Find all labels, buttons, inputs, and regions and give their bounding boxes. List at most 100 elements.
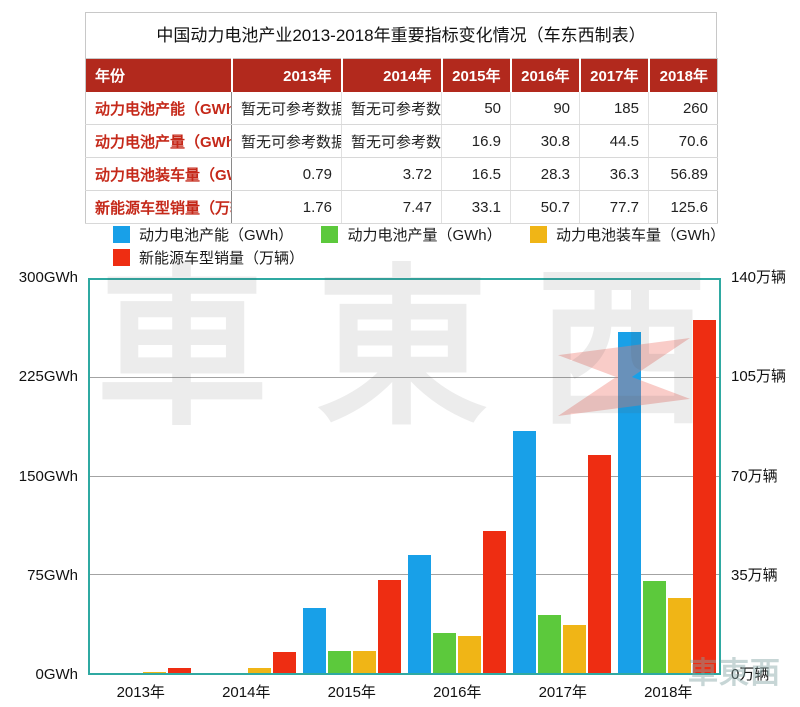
table-cell: 暂无可参考数据 bbox=[231, 92, 342, 125]
bar-slot bbox=[642, 280, 666, 673]
table-row-label: 动力电池装车量（GWh） bbox=[85, 157, 232, 191]
table-cell: 77.7 bbox=[579, 190, 649, 224]
table-cell: 暂无可参考数据 bbox=[341, 92, 442, 125]
legend-label: 动力电池产量（GWh） bbox=[347, 227, 502, 244]
bar bbox=[457, 635, 481, 673]
y-axis-tick-right: 35万辆 bbox=[731, 566, 778, 584]
bar-slot bbox=[482, 280, 506, 673]
table-row-label: 新能源车型销量（万辆） bbox=[85, 190, 232, 224]
table-header-year-col: 年份 bbox=[85, 58, 232, 92]
x-axis-label: 2014年 bbox=[222, 684, 271, 701]
bar bbox=[692, 320, 716, 673]
bar-slot bbox=[512, 280, 536, 673]
table-cell: 70.6 bbox=[648, 124, 718, 158]
table-cell: 44.5 bbox=[579, 124, 649, 158]
indicator-table-section: 中国动力电池产业2013-2018年重要指标变化情况（车东西制表） 年份 2013… bbox=[85, 12, 718, 224]
gridline-225 bbox=[90, 377, 719, 379]
table-header-row: 年份 2013年 2014年 2015年 2016年 2017年 2018年 bbox=[85, 58, 718, 92]
bar bbox=[378, 580, 402, 673]
bar-slot bbox=[692, 280, 716, 673]
table-row: 动力电池产量（GWh）暂无可参考数据暂无可参考数据16.930.844.570.… bbox=[85, 124, 718, 158]
table-header-cell: 2016年 bbox=[509, 58, 580, 92]
bar-slot bbox=[303, 280, 327, 673]
table-row-label: 动力电池产能（GWh） bbox=[85, 92, 232, 125]
bar-slot bbox=[407, 280, 431, 673]
y-axis-tick-left: 150GWh bbox=[18, 467, 78, 485]
bar-chart-plot bbox=[88, 278, 721, 675]
bar bbox=[328, 650, 352, 673]
y-axis-tick-left: 0GWh bbox=[35, 666, 78, 683]
table-cell: 3.72 bbox=[341, 157, 442, 191]
bar bbox=[537, 614, 561, 673]
legend-item: 新能源车型销量（万辆） bbox=[113, 247, 304, 268]
bar-group bbox=[90, 280, 195, 673]
bar-slot bbox=[432, 280, 456, 673]
table-header-cell: 2013年 bbox=[230, 58, 342, 92]
x-axis-label: 2013年 bbox=[116, 684, 165, 701]
table-cell: 260 bbox=[648, 92, 718, 125]
table-header-cell: 2018年 bbox=[647, 58, 718, 92]
bar bbox=[432, 632, 456, 673]
bar-slot bbox=[537, 280, 561, 673]
legend-item: 动力电池产能（GWh） bbox=[113, 224, 293, 245]
table-cell: 36.3 bbox=[579, 157, 649, 191]
y-axis-tick-left: 225GWh bbox=[18, 368, 78, 386]
table-cell: 1.76 bbox=[231, 190, 342, 224]
bar-group bbox=[509, 280, 614, 673]
x-axis-label: 2017年 bbox=[538, 684, 587, 701]
table-cell: 50 bbox=[441, 92, 511, 125]
table-cell: 暂无可参考数据 bbox=[341, 124, 442, 158]
bar-group bbox=[614, 280, 719, 673]
table-title: 中国动力电池产业2013-2018年重要指标变化情况（车东西制表） bbox=[85, 12, 717, 58]
gridline-150 bbox=[90, 475, 719, 477]
indicator-table: 年份 2013年 2014年 2015年 2016年 2017年 2018年 动力电池产能（G… bbox=[85, 58, 718, 224]
bar-slot bbox=[223, 280, 246, 673]
bar bbox=[248, 668, 272, 673]
bar-slot bbox=[168, 280, 192, 673]
bar-group bbox=[300, 280, 405, 673]
gridline-75 bbox=[90, 574, 719, 576]
bar bbox=[143, 671, 167, 673]
y-axis-tick-left: 75GWh bbox=[27, 566, 78, 584]
table-cell: 7.47 bbox=[341, 190, 442, 224]
chart-legend: 动力电池产能（GWh） 动力电池产量（GWh） 动力电池装车量（GWh） 新能源车型… bbox=[113, 224, 753, 270]
legend-row-2: 新能源车型销量（万辆） bbox=[113, 247, 753, 268]
bar-group bbox=[195, 280, 300, 673]
bar bbox=[273, 652, 297, 673]
table-cell: 0.79 bbox=[231, 157, 342, 191]
table-cell: 125.6 bbox=[648, 190, 718, 224]
bar-slot bbox=[562, 280, 586, 673]
bar-group bbox=[404, 280, 509, 673]
table-cell: 90 bbox=[510, 92, 580, 125]
y-axis-tick-right: 140万辆 bbox=[731, 269, 787, 286]
table-row: 动力电池产能（GWh）暂无可参考数据暂无可参考数据5090185260 bbox=[85, 92, 718, 125]
legend-item: 动力电池产量（GWh） bbox=[321, 224, 502, 245]
legend-label: 动力电池装车量（GWh） bbox=[555, 227, 726, 244]
legend-swatch-icon bbox=[529, 226, 547, 243]
bar-slot bbox=[273, 280, 297, 673]
legend-row-1: 动力电池产能（GWh） 动力电池产量（GWh） 动力电池装车量（GWh） bbox=[113, 224, 753, 245]
bar-slot bbox=[328, 280, 352, 673]
bar bbox=[168, 668, 192, 673]
table-header-cell: 2015年 bbox=[440, 58, 511, 92]
bar-slot bbox=[617, 280, 641, 673]
bar bbox=[562, 625, 586, 673]
legend-label: 新能源车型销量（万辆） bbox=[139, 250, 305, 267]
bar-slot bbox=[118, 280, 141, 673]
legend-swatch-icon bbox=[321, 226, 339, 243]
table-header-cell: 2014年 bbox=[340, 58, 442, 92]
y-axis-tick-left: 300GWh bbox=[18, 269, 78, 286]
bar bbox=[512, 430, 536, 673]
bar-slot bbox=[667, 280, 691, 673]
bar-groups bbox=[90, 280, 719, 673]
bar-slot bbox=[248, 280, 272, 673]
bar bbox=[482, 530, 506, 673]
bar bbox=[617, 332, 641, 673]
y-axis-tick-right: 0万辆 bbox=[731, 666, 770, 683]
y-axis-tick-right: 70万辆 bbox=[731, 467, 778, 485]
bar bbox=[587, 454, 611, 673]
table-cell: 50.7 bbox=[510, 190, 580, 224]
